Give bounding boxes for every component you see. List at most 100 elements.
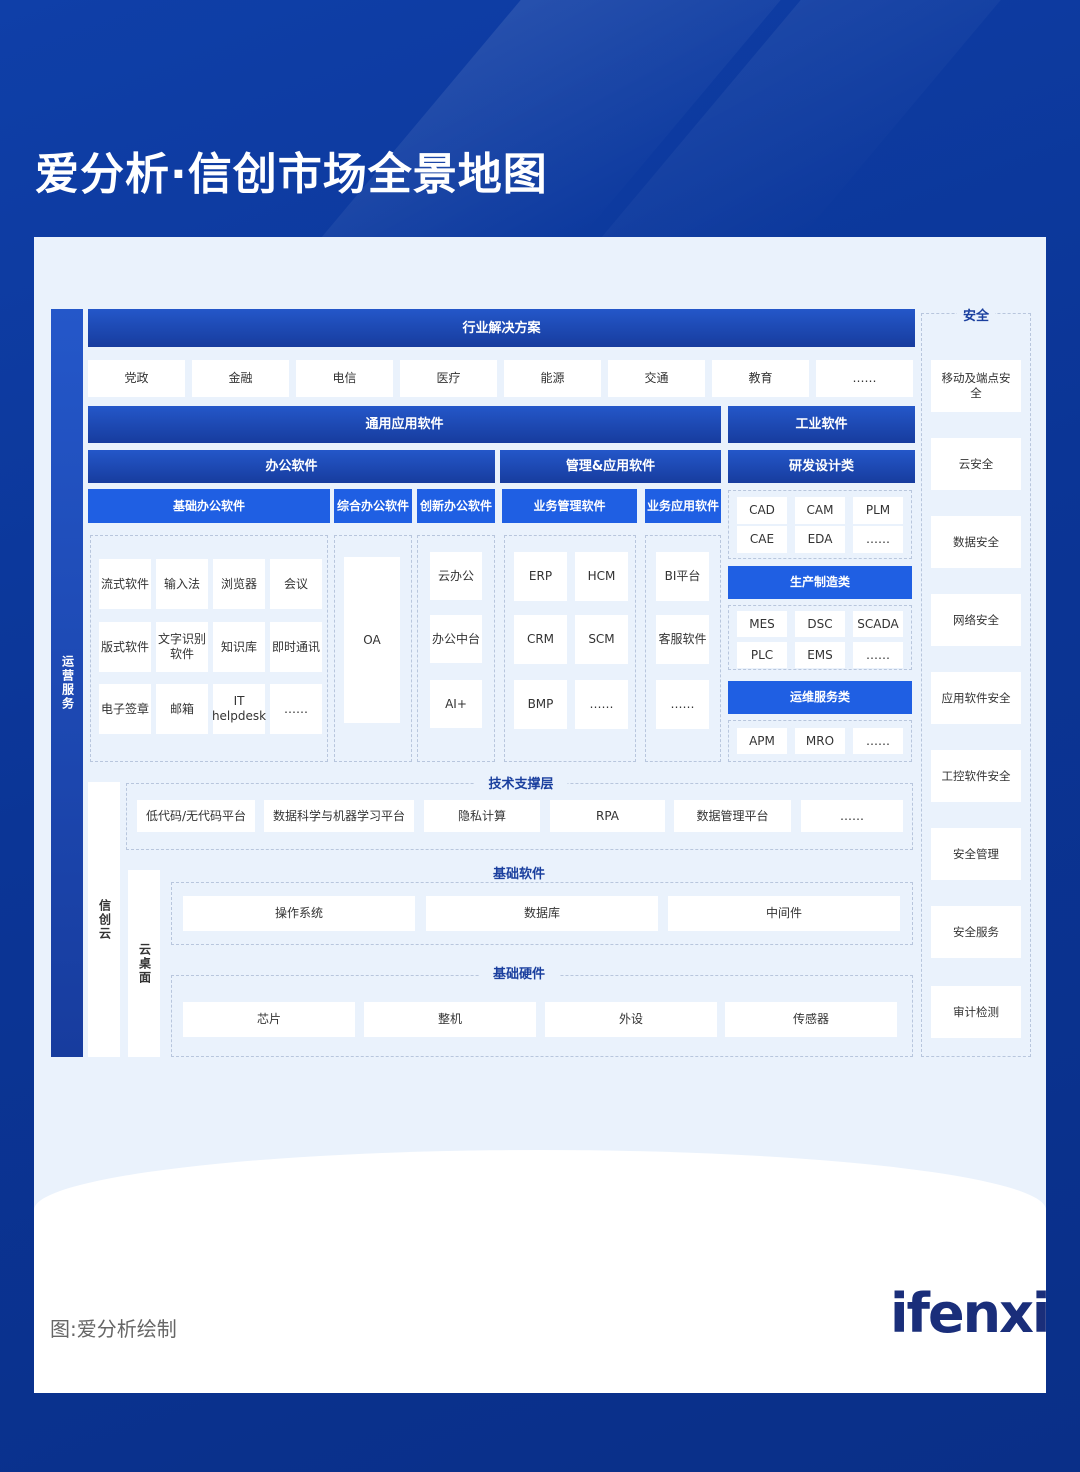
base-software-item: 中间件: [668, 896, 900, 931]
general-app-header: 通用应用软件: [88, 406, 721, 443]
security-item: 工控软件安全: [931, 750, 1021, 802]
business-mgmt-item: SCM: [575, 615, 628, 664]
rd-item: CAM: [795, 497, 845, 524]
cloud-desktop-column: 云桌面: [128, 870, 160, 1057]
basic-office-item: 浏览器: [213, 559, 265, 609]
dashed-group-frame: [417, 535, 495, 762]
base-software-item: 数据库: [426, 896, 658, 931]
source-caption: 图:爱分析绘制: [50, 1317, 177, 1341]
dashed-group-frame: [728, 605, 912, 670]
rd-design-header: 研发设计类: [728, 450, 915, 483]
base-hardware-item: 传感器: [725, 1002, 897, 1037]
industry-item: 电信: [296, 360, 393, 397]
ops-maint-header: 运维服务类: [728, 681, 912, 714]
production-header: 生产制造类: [728, 566, 912, 599]
xinchuang-cloud-column: 信创云: [88, 782, 120, 1057]
rd-item: ……: [853, 526, 903, 553]
basic-office-item: 会议: [270, 559, 322, 609]
business-mgmt-item: CRM: [514, 615, 567, 664]
rd-item: CAE: [737, 526, 787, 553]
ops-maint-item: APM: [737, 728, 787, 754]
dashed-group-frame: [334, 535, 412, 762]
innovative-office-item: 云办公: [430, 552, 482, 600]
industry-item: ……: [816, 360, 913, 397]
business-mgmt-header: 业务管理软件: [502, 489, 637, 523]
basic-office-item: IT helpdesk: [212, 684, 266, 734]
tech-support-item: 低代码/无代码平台: [137, 800, 255, 832]
production-item: PLC: [737, 642, 787, 668]
innovative-office-item: AI+: [430, 680, 482, 728]
ifenxi-logo: ifenxi: [890, 1282, 1050, 1345]
dashed-group-frame: [504, 535, 636, 762]
industry-item: 金融: [192, 360, 289, 397]
production-item: DSC: [795, 611, 845, 637]
basic-office-item: 版式软件: [99, 622, 151, 672]
basic-office-item: 文字识别软件: [156, 622, 208, 672]
business-mgmt-item: ERP: [514, 552, 567, 601]
base-hardware-item: 外设: [545, 1002, 717, 1037]
mgmt-app-header: 管理&应用软件: [500, 450, 721, 483]
oa-item: OA: [344, 557, 400, 723]
security-item: 审计检测: [931, 986, 1021, 1038]
ops-service-bar: 运营服务: [51, 309, 83, 1057]
industry-item: 党政: [88, 360, 185, 397]
production-item: SCADA: [853, 611, 903, 637]
dashed-group-frame: [728, 720, 912, 762]
dashed-group-frame: [645, 535, 721, 762]
business-mgmt-item: BMP: [514, 680, 567, 729]
dashed-group-frame: [171, 882, 913, 945]
integrated-office-header: 综合办公软件: [334, 489, 412, 523]
tech-support-item: 隐私计算: [424, 800, 540, 832]
security-item: 安全服务: [931, 906, 1021, 958]
base-hardware-item: 芯片: [183, 1002, 355, 1037]
tech-support-item: 数据管理平台: [674, 800, 791, 832]
basic-office-item: 即时通讯: [270, 622, 322, 672]
ops-maint-item: MRO: [795, 728, 845, 754]
business-app-header: 业务应用软件: [645, 489, 721, 523]
industry-item: 能源: [504, 360, 601, 397]
security-item: 数据安全: [931, 516, 1021, 568]
production-item: ……: [853, 642, 903, 668]
security-title: 安全: [956, 305, 996, 324]
industry-solutions-header: 行业解决方案: [88, 309, 915, 347]
production-item: MES: [737, 611, 787, 637]
basic-office-item: 输入法: [156, 559, 208, 609]
security-item: 云安全: [931, 438, 1021, 490]
rd-item: CAD: [737, 497, 787, 524]
business-app-item: ……: [656, 680, 709, 729]
base-software-item: 操作系统: [183, 896, 415, 931]
wave-decor: [34, 1150, 1046, 1393]
dashed-group-frame: [728, 490, 912, 559]
basic-office-item: 邮箱: [156, 684, 208, 734]
tech-support-item: RPA: [550, 800, 665, 832]
industry-item: 交通: [608, 360, 705, 397]
tech-support-title: 技术支撑层: [474, 773, 568, 792]
basic-office-item: 知识库: [213, 622, 265, 672]
business-mgmt-item: ……: [575, 680, 628, 729]
business-app-item: BI平台: [656, 552, 709, 601]
production-item: EMS: [795, 642, 845, 668]
page-title: 爱分析·信创市场全景地图: [35, 149, 548, 200]
dashed-group-frame: [90, 535, 328, 762]
industry-item: 教育: [712, 360, 809, 397]
office-software-header: 办公软件: [88, 450, 495, 483]
rd-item: PLM: [853, 497, 903, 524]
basic-office-item: 电子签章: [99, 684, 151, 734]
security-item: 应用软件安全: [931, 672, 1021, 724]
base-hardware-item: 整机: [364, 1002, 536, 1037]
tech-support-item: 数据科学与机器学习平台: [264, 800, 414, 832]
innovative-office-header: 创新办公软件: [417, 489, 495, 523]
basic-office-header: 基础办公软件: [88, 489, 330, 523]
innovative-office-item: 办公中台: [430, 615, 482, 663]
rd-item: EDA: [795, 526, 845, 553]
tech-support-item: ……: [801, 800, 903, 832]
basic-office-item: ……: [270, 684, 322, 734]
industrial-software-header: 工业软件: [728, 406, 915, 443]
security-item: 网络安全: [931, 594, 1021, 646]
basic-office-item: 流式软件: [99, 559, 151, 609]
business-app-item: 客服软件: [656, 615, 709, 664]
security-item: 移动及端点安全: [931, 360, 1021, 412]
business-mgmt-item: HCM: [575, 552, 628, 601]
base-software-title: 基础软件: [478, 863, 560, 882]
ops-maint-item: ……: [853, 728, 903, 754]
